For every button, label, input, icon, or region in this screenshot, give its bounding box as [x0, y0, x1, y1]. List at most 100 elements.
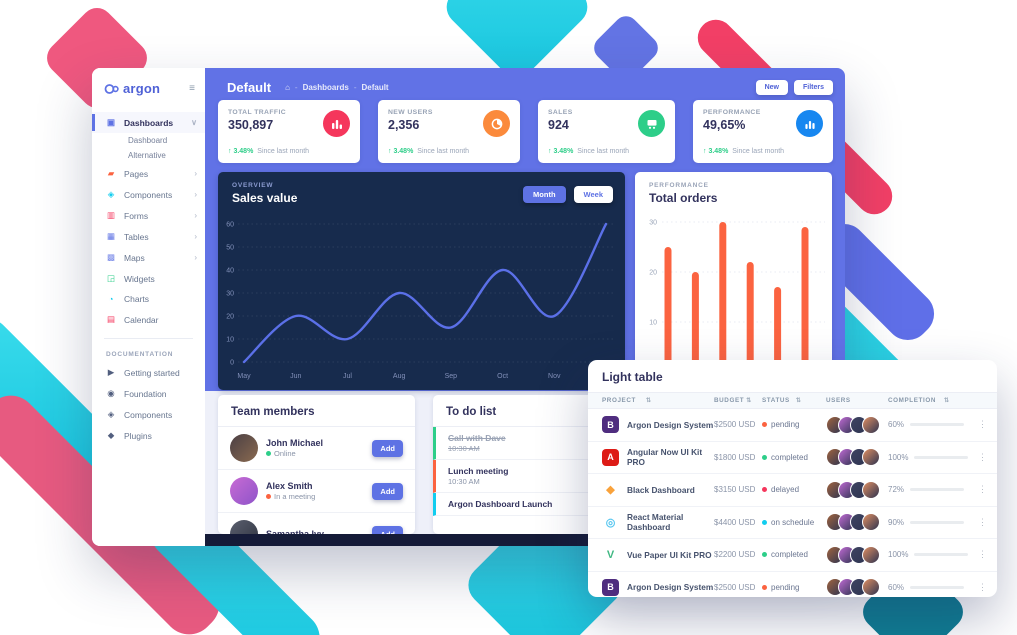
sidebar-item-maps[interactable]: ▩ Maps › — [92, 247, 205, 268]
project-name: Black Dashboard — [627, 484, 695, 495]
budget-cell: $2200 USD — [714, 550, 756, 560]
sidebar-item-alternative[interactable]: Alternative — [128, 151, 166, 160]
add-member-button[interactable]: Add — [372, 525, 403, 534]
project-name: React Material Dashboard — [627, 512, 684, 533]
column-header-users[interactable]: USERS — [826, 397, 851, 404]
sidebar-item-foundation[interactable]: ◉ Foundation — [92, 383, 205, 404]
stat-label: PERFORMANCE — [703, 109, 761, 116]
breadcrumb-default[interactable]: Default — [361, 83, 389, 92]
stat-delta: ↑ 3.48% — [548, 148, 574, 155]
progress-bar — [910, 585, 965, 589]
avatar — [862, 480, 880, 499]
add-member-button[interactable]: Add — [372, 439, 403, 457]
sidebar-item-dashboard[interactable]: Dashboard — [128, 136, 168, 145]
member-name: Alex Smith — [266, 481, 313, 491]
kebab-menu-icon[interactable]: ⋮ — [978, 549, 987, 560]
breadcrumb-dashboards[interactable]: Dashboards — [302, 83, 349, 92]
sidebar-item-components[interactable]: ◈ Components › — [92, 184, 205, 205]
svg-text:50: 50 — [226, 245, 234, 252]
dashboards-icon: ▣ — [106, 117, 116, 127]
stat-caption: Since last month — [417, 148, 470, 155]
users-avatars — [826, 513, 888, 532]
month-toggle-button[interactable]: Month — [523, 186, 566, 203]
sidebar-item-doc-components[interactable]: ◈ Components — [92, 404, 205, 425]
project-icon: ◎ — [605, 516, 616, 529]
table-header-row: PROJECT ⇅ BUDGET ⇅ STATUS ⇅ USERS COMPLETIO… — [588, 392, 997, 409]
stat-value: 2,356 — [388, 118, 420, 132]
table-row: ◎ React Material Dashboard $4400 USD on … — [588, 507, 997, 539]
sidebar-item-plugins[interactable]: ◆ Plugins — [92, 425, 205, 446]
sort-icon: ⇅ — [645, 398, 652, 404]
rocket-icon: ▶ — [107, 367, 115, 377]
sidebar-item-forms[interactable]: ▥ Forms › — [92, 205, 205, 226]
status-text: completed — [771, 452, 808, 462]
table-row: ◆ Black Dashboard $3150 USD delayed 72% … — [588, 474, 997, 507]
column-header-budget[interactable]: BUDGET ⇅ — [714, 397, 752, 404]
stat-caption: Since last month — [732, 148, 785, 155]
progress-bar — [914, 455, 969, 459]
week-toggle-button[interactable]: Week — [573, 186, 613, 203]
status-dot — [266, 494, 271, 499]
stat-card-sales: SALES 924 ↑ 3.48% Since last month — [538, 100, 675, 163]
kebab-menu-icon[interactable]: ⋮ — [978, 516, 987, 527]
todo-time: 10:30 AM — [448, 444, 480, 453]
kebab-menu-icon[interactable]: ⋮ — [978, 451, 987, 462]
column-header-completion[interactable]: COMPLETION ⇅ — [888, 397, 950, 404]
panel-title: Team members — [218, 395, 415, 427]
sort-icon: ⇅ — [746, 398, 752, 404]
stat-card-new-users: NEW USERS 2,356 ↑ 3.48% Since last month — [378, 100, 520, 163]
project-icon: B — [602, 416, 619, 434]
sidebar-item-calendar[interactable]: ▤ Calendar — [92, 309, 205, 330]
sidebar-item-pages[interactable]: ▰ Pages › — [92, 163, 205, 184]
sidebar-item-widgets[interactable]: ◲ Widgets — [92, 268, 205, 289]
stats-row: TOTAL TRAFFIC 350,897 ↑ 3.48% Since last … — [218, 100, 833, 163]
kebab-menu-icon[interactable]: ⋮ — [978, 484, 987, 495]
svg-text:60: 60 — [226, 222, 234, 229]
dashboard-window: argon ≡ ▣ Dashboards ∨ Dashboard Alterna… — [92, 68, 845, 546]
team-member-row: John Michael Online Add — [218, 427, 415, 470]
svg-text:Nov: Nov — [548, 373, 561, 380]
home-icon[interactable]: ⌂ — [285, 83, 290, 92]
svg-text:Oct: Oct — [497, 373, 508, 380]
new-button[interactable]: New — [755, 80, 788, 95]
column-header-status[interactable]: STATUS ⇅ — [762, 397, 802, 404]
hamburger-icon[interactable]: ≡ — [189, 83, 195, 94]
add-member-button[interactable]: Add — [372, 482, 403, 500]
filters-button[interactable]: Filters — [793, 80, 833, 95]
brand[interactable]: argon ≡ — [92, 68, 205, 104]
budget-cell: $2500 USD — [714, 420, 756, 430]
sort-icon: ⇅ — [943, 398, 950, 404]
svg-text:30: 30 — [226, 291, 234, 298]
status-dot — [762, 584, 767, 590]
status-dot — [762, 454, 767, 460]
sort-icon: ⇅ — [795, 398, 802, 404]
project-name: Argon Design System — [627, 582, 714, 593]
member-status: Online — [274, 449, 296, 458]
column-header-project[interactable]: PROJECT ⇅ — [602, 397, 652, 404]
kebab-menu-icon[interactable]: ⋮ — [978, 581, 987, 592]
completion-label: 72% — [888, 485, 905, 495]
svg-text:May: May — [237, 373, 251, 380]
status-dot — [762, 552, 767, 558]
ui-components-icon: ◈ — [107, 409, 115, 419]
sidebar-item-label: Widgets — [124, 273, 155, 284]
argon-logo-icon — [104, 83, 119, 94]
sidebar-item-getting-started[interactable]: ▶ Getting started — [92, 362, 205, 383]
progress-bar — [910, 520, 965, 524]
stat-label: SALES — [548, 109, 573, 116]
sidebar-item-dashboards[interactable]: ▣ Dashboards ∨ — [92, 112, 205, 133]
avatar — [230, 520, 258, 534]
member-name: Samantha Ivy — [266, 528, 325, 535]
project-name: Argon Design System — [627, 419, 714, 430]
status-text: pending — [771, 420, 800, 430]
table-row: V Vue Paper UI Kit PRO $2200 USD complet… — [588, 539, 997, 572]
sidebar-item-label: Calendar — [124, 314, 159, 325]
kebab-menu-icon[interactable]: ⋮ — [978, 419, 987, 430]
sidebar-item-label: Foundation — [124, 388, 167, 399]
pie-chart-icon — [483, 110, 510, 137]
completion-label: 60% — [888, 420, 905, 430]
sidebar-item-charts[interactable]: ◔ Charts — [92, 289, 205, 309]
stat-delta: ↑ 3.48% — [228, 148, 254, 155]
sidebar-item-tables[interactable]: ▦ Tables › — [92, 226, 205, 247]
